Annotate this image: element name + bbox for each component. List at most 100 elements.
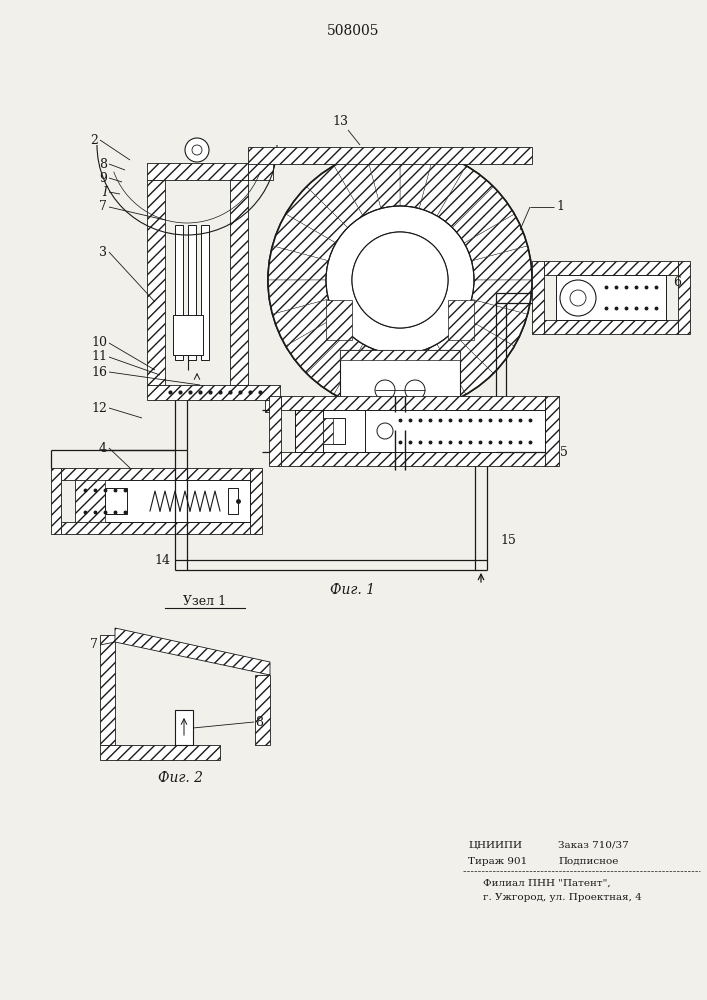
Text: 13: 13 [332, 115, 348, 128]
Wedge shape [419, 152, 466, 216]
Wedge shape [307, 166, 363, 228]
Wedge shape [366, 148, 400, 209]
Text: 16: 16 [91, 365, 107, 378]
Text: 7: 7 [99, 200, 107, 214]
Bar [678, 261, 690, 334]
Text: 7: 7 [90, 639, 98, 652]
Circle shape [377, 423, 393, 439]
Wedge shape [366, 351, 400, 412]
Text: 15: 15 [500, 534, 516, 546]
Polygon shape [326, 300, 352, 340]
Text: Заказ 710/37: Заказ 710/37 [558, 840, 629, 850]
Circle shape [352, 232, 448, 328]
Wedge shape [419, 344, 466, 408]
Bar [532, 261, 544, 334]
Bar [188, 225, 196, 360]
Bar [105, 488, 127, 514]
Bar [295, 410, 545, 452]
Polygon shape [147, 385, 280, 400]
Wedge shape [286, 317, 348, 373]
Bar [228, 488, 238, 514]
Polygon shape [255, 675, 270, 745]
Polygon shape [115, 628, 270, 675]
Polygon shape [100, 635, 115, 745]
Bar [61, 468, 250, 480]
Polygon shape [448, 300, 474, 340]
Circle shape [352, 232, 448, 328]
Wedge shape [268, 246, 329, 280]
Bar [545, 396, 559, 466]
Text: 3: 3 [99, 245, 107, 258]
Circle shape [326, 206, 474, 354]
Bar [556, 275, 666, 320]
Bar [75, 480, 250, 522]
Bar [544, 320, 678, 334]
Wedge shape [464, 299, 527, 346]
Bar [51, 468, 61, 534]
Text: 6: 6 [673, 275, 681, 288]
Bar [340, 350, 460, 430]
Bar [250, 468, 262, 534]
Circle shape [560, 280, 596, 316]
Polygon shape [147, 180, 165, 385]
Bar [173, 315, 203, 355]
Text: 12: 12 [91, 401, 107, 414]
Text: Фиг. 1: Фиг. 1 [330, 583, 375, 597]
Text: 8: 8 [255, 716, 263, 728]
Text: 8: 8 [99, 157, 107, 170]
Polygon shape [100, 745, 220, 760]
Bar [295, 410, 323, 452]
Polygon shape [147, 163, 248, 180]
Circle shape [185, 138, 209, 162]
Wedge shape [472, 246, 532, 280]
Text: I: I [102, 186, 107, 198]
Text: 1: 1 [556, 200, 564, 214]
Polygon shape [230, 180, 248, 385]
Text: Фиг. 2: Фиг. 2 [158, 771, 202, 785]
Text: 5: 5 [560, 446, 568, 460]
Bar [281, 396, 545, 410]
Wedge shape [268, 280, 329, 314]
Bar [295, 410, 545, 452]
Polygon shape [365, 352, 380, 412]
Circle shape [405, 380, 425, 400]
Polygon shape [265, 400, 280, 412]
Bar [556, 275, 666, 320]
Bar [75, 480, 250, 522]
Text: 9: 9 [99, 172, 107, 184]
Bar [75, 480, 105, 522]
Wedge shape [437, 166, 493, 228]
Polygon shape [248, 147, 532, 164]
Wedge shape [286, 187, 348, 243]
Circle shape [570, 290, 586, 306]
Text: Тираж 901: Тираж 901 [468, 856, 527, 865]
Bar [175, 225, 183, 360]
Bar [201, 225, 209, 360]
Wedge shape [437, 332, 493, 394]
Polygon shape [420, 352, 435, 412]
Text: Узел 1: Узел 1 [183, 595, 226, 608]
Text: 10: 10 [91, 336, 107, 350]
Circle shape [192, 145, 202, 155]
Wedge shape [464, 214, 527, 261]
Circle shape [375, 380, 395, 400]
Bar [323, 418, 345, 444]
Text: 2: 2 [90, 133, 98, 146]
Text: г. Ужгород, ул. Проектная, 4: г. Ужгород, ул. Проектная, 4 [483, 892, 642, 902]
Wedge shape [307, 332, 363, 394]
Bar [175, 710, 193, 745]
Wedge shape [400, 351, 434, 412]
Wedge shape [334, 152, 381, 216]
Wedge shape [334, 344, 381, 408]
Wedge shape [452, 187, 514, 243]
Text: 508005: 508005 [327, 24, 379, 38]
Bar [340, 420, 460, 430]
Wedge shape [272, 299, 336, 346]
Bar [281, 452, 545, 466]
Polygon shape [248, 163, 273, 180]
Text: ЦНИИПИ: ЦНИИПИ [468, 840, 522, 850]
Bar [340, 350, 460, 360]
Bar [544, 261, 678, 275]
Wedge shape [272, 214, 336, 261]
Bar [269, 396, 281, 466]
